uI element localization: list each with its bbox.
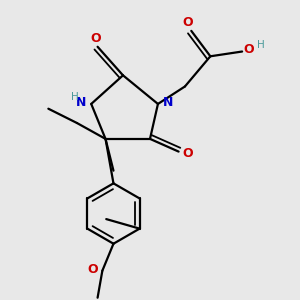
Text: O: O: [87, 262, 98, 276]
Text: O: O: [183, 147, 194, 160]
Text: N: N: [76, 96, 86, 109]
Text: H: H: [71, 92, 79, 102]
Text: O: O: [244, 44, 254, 56]
Text: N: N: [163, 96, 173, 109]
Text: O: O: [91, 32, 101, 45]
Text: H: H: [257, 40, 265, 50]
Text: O: O: [183, 16, 194, 29]
